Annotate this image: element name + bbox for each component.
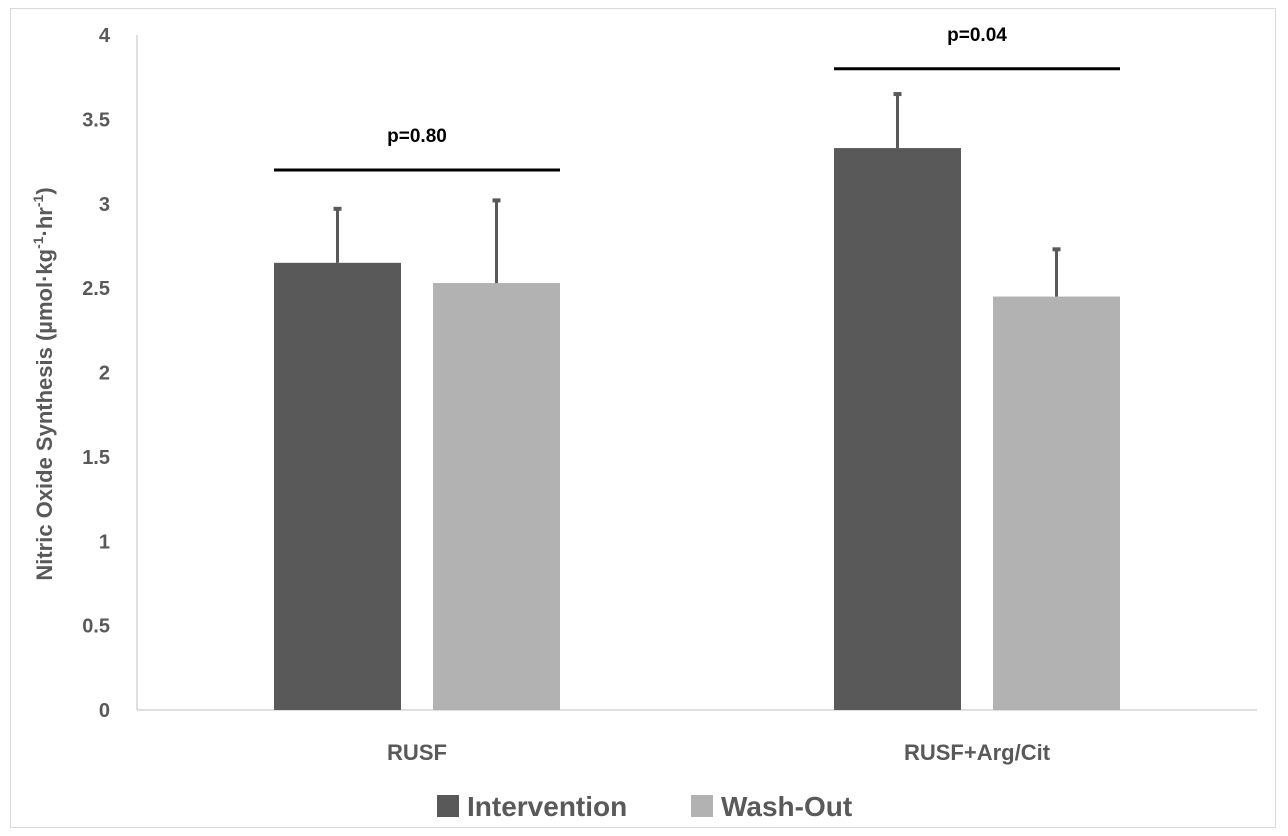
y-axis-label: Nitric Oxide Synthesis (µmol·kg-1·hr-1) (30, 187, 57, 580)
p-value-label: p=0.80 (387, 126, 447, 147)
y-axis-label-mid: ·hr (32, 207, 57, 237)
y-tick-label: 3.5 (82, 109, 110, 131)
bar (993, 296, 1120, 710)
y-tick-label: 2 (99, 363, 110, 385)
y-tick-label: 1 (99, 531, 110, 553)
y-tick-label: 2.5 (82, 278, 110, 300)
x-tick-label: RUSF+Arg/Cit (904, 740, 1051, 765)
legend-label: Wash-Out (721, 791, 852, 822)
y-axis-label-end: ) (32, 187, 57, 194)
y-tick-label: 4 (99, 25, 111, 47)
legend-swatch (691, 795, 713, 817)
y-tick-label: 3 (99, 194, 110, 216)
y-tick-label: 1.5 (82, 447, 110, 469)
y-tick-label: 0 (99, 700, 110, 722)
y-axis-label-sup1: -1 (30, 236, 46, 249)
bar (274, 262, 401, 710)
y-tick-label: 0.5 (82, 616, 110, 638)
bar (433, 283, 560, 710)
y-axis-label-main: Nitric Oxide Synthesis (µmol·kg (32, 249, 57, 581)
y-axis-label-sup2: -1 (30, 194, 46, 207)
plot-area: 0 0.5 1 1.5 2 2.5 3 3.5 4 RUSF RUSF+Arg/Cit p=0.80 p… (82, 25, 1257, 765)
legend-swatch (437, 795, 459, 817)
p-value-label: p=0.04 (947, 25, 1007, 46)
legend: Intervention Wash-Out (437, 791, 852, 822)
x-tick-label: RUSF (387, 740, 447, 765)
bar (834, 148, 961, 710)
legend-label: Intervention (467, 791, 627, 822)
